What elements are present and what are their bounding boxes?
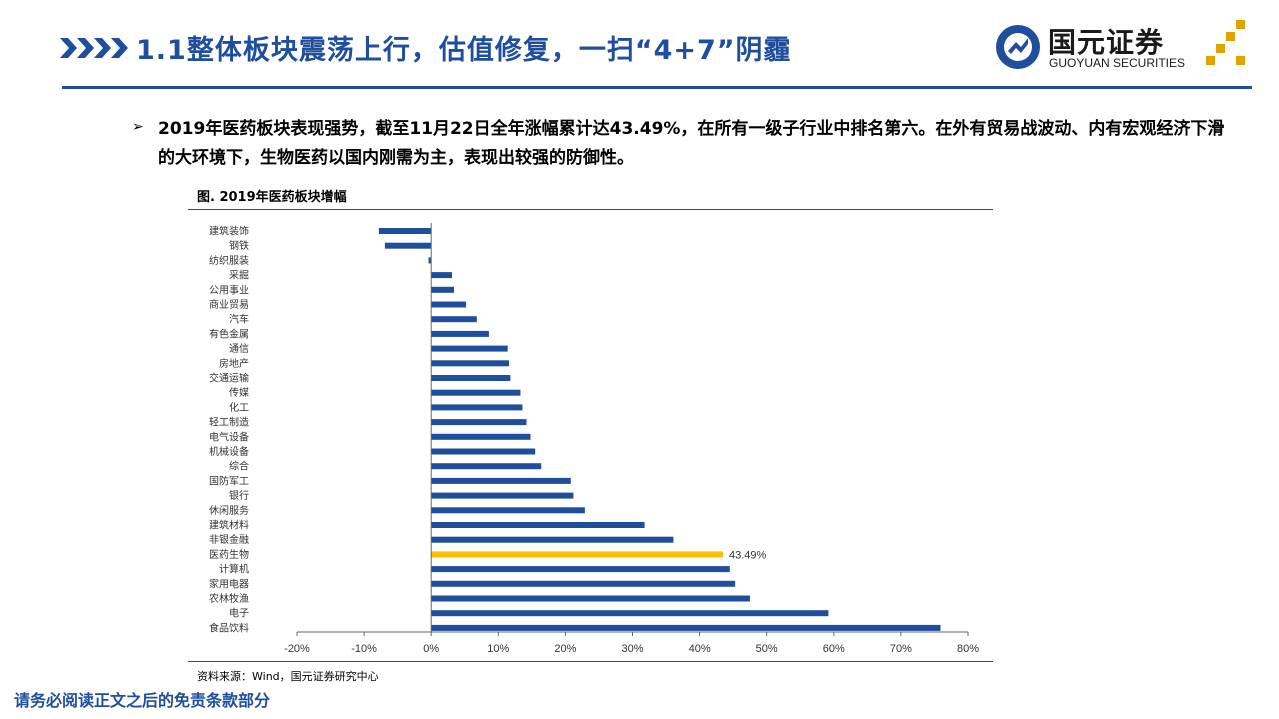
category-label: 钢铁 [229, 239, 249, 252]
bar-11 [431, 389, 521, 396]
x-tick-label: 60% [823, 643, 845, 655]
category-label: 通信 [229, 343, 249, 355]
bar-6 [431, 316, 477, 323]
bar-22 [431, 551, 724, 558]
category-label: 化工 [229, 401, 249, 414]
category-label: 公用事业 [209, 283, 249, 296]
bar-8 [431, 345, 508, 352]
data-label: 43.49% [729, 549, 767, 561]
bar-24 [431, 580, 736, 587]
x-tick-label: 80% [957, 643, 979, 655]
category-label: 房地产 [219, 357, 249, 370]
header-divider [62, 86, 1252, 89]
category-label: 电子 [229, 607, 249, 620]
figure-top-rule [188, 209, 993, 210]
chevrons-icon [60, 38, 128, 58]
bullet-arrow-icon: ➢ [132, 119, 144, 135]
bar-9 [431, 360, 510, 367]
category-label: 纺织服装 [209, 254, 249, 267]
bar-2 [428, 257, 432, 264]
logo-subtitle: GUOYUAN SECURITIES [1049, 56, 1186, 70]
category-label: 传媒 [229, 387, 249, 399]
category-label: 计算机 [219, 563, 249, 576]
bar-25 [431, 595, 750, 602]
category-label: 银行 [229, 489, 249, 502]
bar-7 [431, 330, 489, 337]
category-label: 农林牧渔 [209, 592, 249, 605]
bar-15 [431, 448, 536, 455]
bar-20 [431, 522, 645, 528]
disclaimer-footer: 请务必阅读正文之后的免责条款部分 [14, 691, 271, 710]
category-label: 综合 [229, 460, 249, 473]
category-label: 电气设备 [209, 430, 249, 443]
bar-13 [431, 419, 527, 426]
category-label: 建筑装饰 [209, 225, 249, 238]
category-label: 有色金属 [209, 327, 249, 340]
x-tick-label: -10% [351, 643, 377, 655]
bar-18 [431, 492, 574, 499]
bar-4 [431, 286, 455, 293]
figure-source: 资料来源：Wind，国元证券研究中心 [197, 670, 379, 683]
x-tick-label: 50% [756, 643, 778, 655]
header: 1.1整体板块震荡上行，估值修复，一扫“4+7”阴霾 国元证券 GUOYUAN … [0, 0, 1279, 92]
bar-0 [378, 228, 432, 234]
bar-19 [431, 507, 585, 514]
bar-17 [431, 477, 571, 484]
category-label: 医药生物 [209, 548, 249, 561]
category-label: 食品饮料 [209, 621, 249, 634]
category-label: 非银金融 [209, 533, 249, 546]
page-title: 1.1整体板块震荡上行，估值修复，一扫“4+7”阴霾 [136, 35, 792, 66]
bar-12 [431, 404, 523, 411]
x-tick-label: 40% [689, 643, 711, 655]
bar-26 [431, 610, 829, 617]
figure-bottom-rule [188, 661, 993, 662]
category-label: 采掘 [229, 269, 249, 282]
x-tick-label: 30% [621, 643, 643, 655]
guoyuan-logo [996, 20, 1245, 69]
bar-10 [431, 375, 511, 381]
category-label: 家用电器 [209, 577, 249, 590]
category-label: 建筑材料 [209, 519, 249, 532]
bar-16 [431, 463, 542, 470]
bar-14 [431, 433, 531, 440]
x-tick-label: 10% [487, 643, 509, 655]
x-tick-label: 20% [554, 643, 576, 655]
bar-23 [431, 566, 730, 573]
bar-27 [431, 624, 941, 631]
bullet-text: 2019年医药板块表现强势，截至11月22日全年涨幅累计达43.49%，在所有一… [158, 119, 1225, 168]
x-tick-label: 0% [423, 643, 439, 655]
figure-title: 图. 2019年医药板块增幅 [197, 190, 347, 205]
category-label: 国防军工 [209, 474, 249, 487]
logo-name: 国元证券 [1048, 26, 1165, 59]
category-label: 交通运输 [209, 372, 249, 385]
bar-5 [431, 301, 467, 308]
x-tick-label: -20% [284, 643, 310, 655]
category-label: 汽车 [229, 313, 249, 326]
bar-21 [431, 536, 674, 543]
category-label: 商业贸易 [209, 298, 249, 311]
category-label: 休闲服务 [209, 504, 249, 517]
bar-3 [431, 272, 453, 279]
category-label: 轻工制造 [209, 416, 249, 429]
category-label: 机械设备 [209, 445, 249, 458]
bar-1 [384, 242, 432, 249]
x-tick-label: 70% [890, 643, 912, 655]
